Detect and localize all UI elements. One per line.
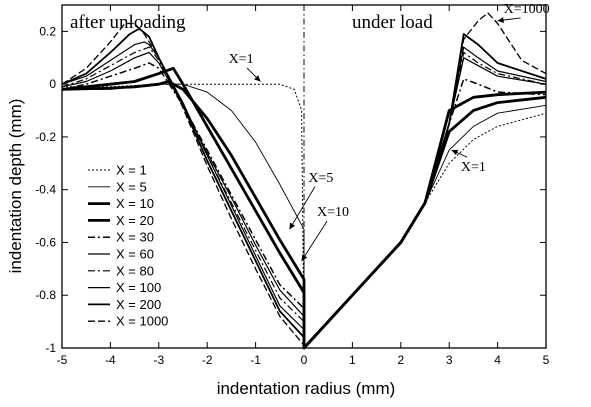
x-axis-label: indentation radius (mm) bbox=[217, 379, 396, 398]
series-line-6 bbox=[61, 51, 547, 349]
series-line-8 bbox=[61, 41, 547, 349]
series-line-3 bbox=[61, 80, 547, 350]
legend: X = 1X = 5 X = 10 X = 20 X = 30 X = 60X = 80… bbox=[88, 163, 168, 329]
x-tick-label: -3 bbox=[153, 353, 164, 367]
legend-label: X = 100 bbox=[116, 280, 161, 295]
series-line-1 bbox=[62, 83, 547, 349]
x-tick-label: -4 bbox=[105, 353, 116, 367]
annotation-label: X=10 bbox=[317, 205, 349, 220]
x-tick-label: -1 bbox=[250, 353, 261, 367]
legend-label: X = 60 bbox=[116, 247, 154, 262]
annotation-arrowhead bbox=[254, 75, 261, 82]
x-tick-label: -2 bbox=[202, 353, 213, 367]
y-tick-label: -0.8 bbox=[35, 288, 56, 302]
y-tick-label: -0.6 bbox=[35, 235, 56, 249]
y-axis-label: indentation depth (mm) bbox=[6, 99, 25, 274]
annotation-arrowhead bbox=[301, 254, 308, 261]
x-tick-label: 3 bbox=[446, 353, 453, 367]
legend-label: X = 200 bbox=[116, 297, 161, 312]
x-tick-label: 2 bbox=[397, 353, 404, 367]
annotation-label: X=1000 bbox=[504, 2, 550, 17]
annotation-arrowhead bbox=[497, 17, 504, 24]
annotation-label: X=5 bbox=[308, 171, 333, 186]
axis-ticks: -5 -4 -3 -2 -1 0 1 2 3 4 5 0.2 0 -0.2 -0.4 -0.6 -0.8 -1 bbox=[35, 5, 550, 367]
panel-label-right: under load bbox=[352, 12, 433, 33]
legend-label: X = 20 bbox=[116, 213, 154, 228]
series-line-5 bbox=[61, 62, 547, 349]
annotation-arrowhead bbox=[289, 222, 296, 230]
legend-label: X = 1 bbox=[116, 163, 147, 178]
y-tick-label: -0.4 bbox=[35, 183, 56, 197]
annotation-label: X=1 bbox=[461, 160, 486, 175]
legend-label: X = 10 bbox=[116, 196, 154, 211]
x-tick-label: 5 bbox=[543, 353, 550, 367]
y-tick-label: 0.2 bbox=[39, 24, 56, 38]
legend-label: X = 1000 bbox=[116, 314, 168, 329]
x-tick-label: -5 bbox=[57, 353, 68, 367]
legend-label: X = 30 bbox=[116, 230, 154, 245]
x-tick-label: 1 bbox=[349, 353, 356, 367]
x-tick-label: 0 bbox=[301, 353, 308, 367]
series-line-10 bbox=[61, 12, 547, 349]
annotation-arrow bbox=[289, 186, 316, 230]
annotation-arrowhead bbox=[451, 149, 459, 156]
series-line-4 bbox=[61, 66, 547, 350]
series-layer bbox=[61, 12, 547, 350]
annotation-arrow bbox=[301, 220, 328, 262]
legend-label: X = 80 bbox=[116, 263, 154, 278]
legend-label: X = 5 bbox=[116, 179, 147, 194]
y-tick-label: 0 bbox=[49, 77, 56, 91]
series-line-7 bbox=[61, 46, 547, 349]
y-tick-label: -0.2 bbox=[35, 130, 56, 144]
x-tick-label: 4 bbox=[494, 353, 501, 367]
y-tick-label: -1 bbox=[45, 341, 56, 355]
panel-label-left: after unloading bbox=[70, 12, 186, 33]
annotation-layer: X=1 X=5 X=10 X=1000 X=1 bbox=[229, 2, 550, 262]
annotation-label: X=1 bbox=[229, 52, 254, 67]
